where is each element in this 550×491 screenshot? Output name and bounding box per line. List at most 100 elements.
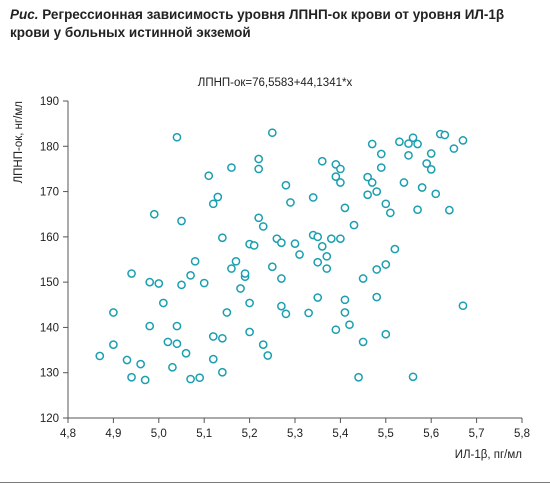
data-point: [136, 359, 145, 369]
data-point: [163, 337, 173, 347]
data-point: [376, 163, 386, 172]
data-point: [240, 269, 250, 278]
data-point: [218, 233, 227, 243]
data-point: [313, 232, 323, 242]
data-point: [331, 325, 341, 335]
data-point: [313, 293, 323, 302]
data-point: [227, 264, 236, 273]
data-point: [204, 171, 214, 181]
data-point: [413, 205, 422, 215]
x-tick-label: 5,8: [514, 428, 530, 440]
data-point: [367, 139, 377, 149]
data-point: [404, 150, 413, 160]
data-point: [422, 159, 432, 168]
x-tick-label: 4,8: [60, 428, 76, 440]
data-point: [340, 308, 350, 317]
data-point: [395, 137, 404, 147]
data-point: [313, 257, 323, 267]
data-point: [308, 193, 318, 202]
axis-labels: ИЛ-1β, пг/мл ЛПНП-ок, нг/мл: [13, 101, 522, 461]
data-point: [245, 327, 254, 337]
x-tick-label: 5,6: [423, 428, 439, 440]
data-point: [140, 375, 150, 385]
data-point: [413, 139, 422, 149]
data-point: [218, 333, 227, 343]
data-point: [385, 208, 395, 218]
data-point: [208, 332, 218, 341]
data-point: [317, 242, 327, 251]
y-tick-label: 180: [40, 141, 59, 153]
data-point: [290, 239, 300, 248]
data-point: [172, 132, 182, 142]
data-point: [349, 220, 359, 230]
chart-ticks: 4,8 4,9 5,0 5,1 5,2 5,3 5,4 5,5 5,6 5,7 5,8 120 130 1…: [40, 96, 530, 440]
data-point: [336, 164, 345, 174]
data-point: [304, 308, 313, 318]
data-point: [168, 362, 177, 372]
data-point: [281, 180, 291, 190]
figure-caption: Рис. Регрессионная зависимость уровня ЛП…: [10, 6, 540, 42]
data-point: [222, 308, 232, 317]
data-point: [326, 234, 336, 244]
data-point: [154, 279, 164, 288]
data-point: [445, 205, 454, 215]
data-point: [277, 238, 286, 248]
data-point: [404, 139, 413, 148]
data-point: [286, 198, 295, 207]
y-tick-label: 150: [40, 277, 59, 289]
data-point: [281, 309, 291, 319]
y-tick-label: 130: [40, 368, 59, 380]
data-point: [254, 154, 264, 164]
data-point: [340, 295, 350, 305]
data-point: [145, 321, 155, 331]
data-point: [358, 274, 368, 283]
data-point: [172, 339, 182, 349]
data-point: [267, 262, 277, 272]
data-point: [408, 372, 418, 382]
data-point: [227, 163, 236, 172]
data-point: [95, 351, 105, 361]
data-point: [208, 354, 218, 364]
data-point: [381, 260, 391, 269]
data-point: [199, 278, 209, 288]
regression-equation: ЛПНП-ок=76,5583+44,1341*x: [197, 77, 353, 89]
data-point: [367, 178, 377, 187]
x-tick-label: 5,7: [469, 428, 485, 440]
data-point: [345, 320, 354, 330]
data-point: [277, 301, 286, 311]
data-point: [172, 321, 182, 331]
x-tick-label: 4,9: [105, 428, 121, 440]
data-point: [277, 274, 286, 283]
x-tick-label: 5,3: [287, 428, 303, 440]
data-point: [331, 172, 341, 181]
data-point: [267, 128, 277, 138]
data-point: [236, 284, 245, 293]
data-point: [258, 222, 268, 231]
data-point: [322, 251, 332, 261]
data-point: [190, 256, 200, 266]
y-tick-label: 160: [40, 232, 59, 244]
data-point: [177, 216, 186, 226]
data-point: [399, 178, 409, 187]
y-tick-label: 190: [40, 96, 59, 108]
data-point: [245, 298, 254, 308]
data-point: [109, 308, 118, 317]
data-point: [317, 156, 327, 166]
data-point: [109, 340, 118, 349]
x-tick-label: 5,5: [378, 428, 394, 440]
data-point: [336, 234, 345, 244]
data-point: [340, 203, 350, 213]
data-point: [249, 241, 259, 250]
y-tick-label: 120: [40, 413, 59, 425]
y-tick-label: 170: [40, 187, 59, 199]
data-point: [372, 187, 382, 196]
data-point: [218, 367, 227, 377]
data-point: [177, 280, 186, 290]
data-point: [417, 183, 427, 192]
x-tick-label: 5,1: [196, 428, 212, 440]
data-point: [372, 292, 382, 302]
data-point: [381, 329, 391, 339]
data-point: [381, 199, 391, 209]
